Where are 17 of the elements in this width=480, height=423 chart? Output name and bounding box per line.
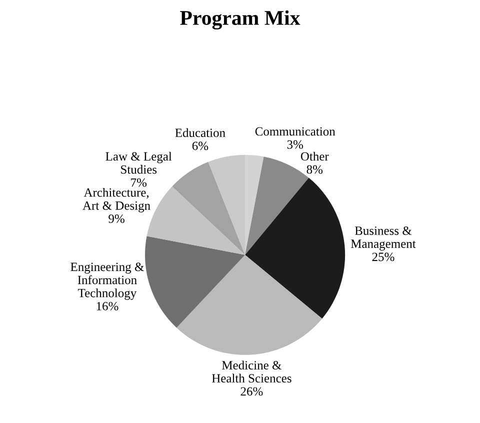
slice-label: Other xyxy=(300,152,329,161)
slice-label: Education xyxy=(175,128,226,138)
data-label: 6% xyxy=(192,142,208,150)
slice-label: Business & Management xyxy=(350,226,416,251)
data-label: 8% xyxy=(306,165,323,174)
data-label: 3% xyxy=(287,140,304,149)
slice-label: Architecture, Art & Design xyxy=(82,188,150,212)
data-label: 26% xyxy=(240,387,263,396)
slice-label: Communication xyxy=(255,127,336,136)
data-label: 16% xyxy=(96,302,118,310)
slice-label: Law & Legal Studies xyxy=(106,152,172,174)
data-label: 9% xyxy=(108,214,124,223)
data-label: 7% xyxy=(131,178,147,187)
chart-title: Program Mix xyxy=(180,10,300,30)
slice-label: Engineering & Information Technology xyxy=(70,262,144,300)
slice-label: Medicine & Health Sciences xyxy=(212,360,292,383)
data-label: 25% xyxy=(372,252,394,262)
